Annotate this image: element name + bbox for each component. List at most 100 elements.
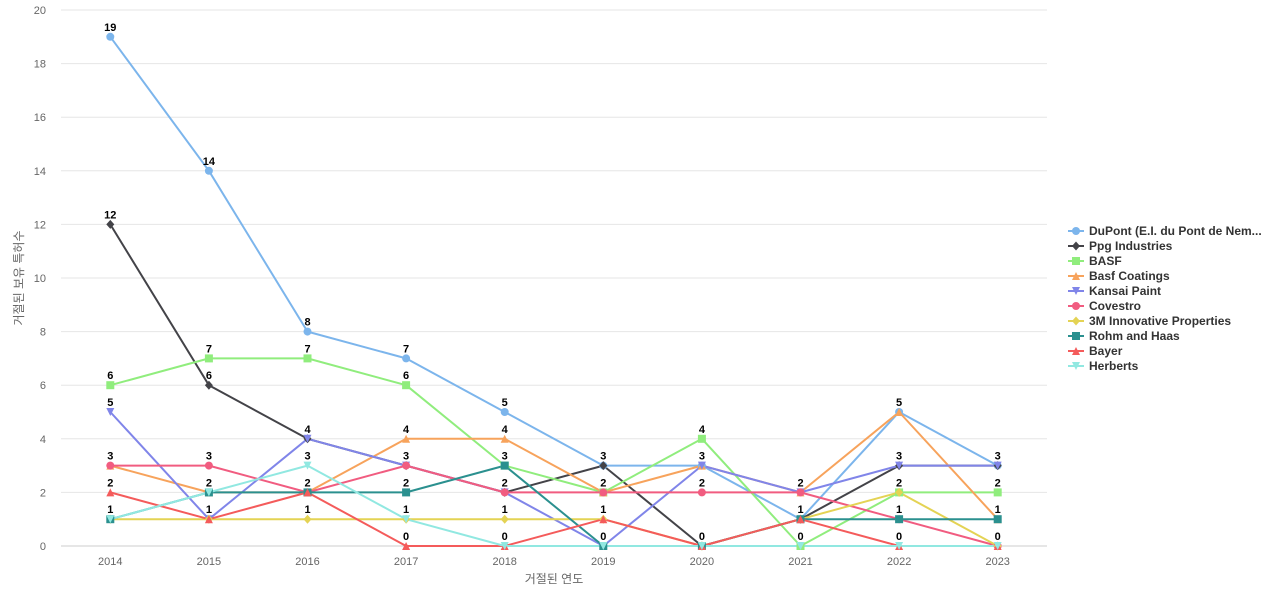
x-tick-label: 2023 xyxy=(985,556,1009,568)
legend-marker xyxy=(1072,332,1080,340)
data-point xyxy=(204,380,213,390)
data-point xyxy=(500,514,509,524)
data-point xyxy=(993,542,1002,550)
data-point xyxy=(500,408,509,416)
data-label: 3 xyxy=(995,451,1001,463)
data-label: 6 xyxy=(107,370,113,382)
data-label: 0 xyxy=(699,531,705,543)
legend-item[interactable]: Kansai Paint xyxy=(1068,284,1161,298)
legend-item[interactable]: Bayer xyxy=(1068,344,1123,358)
data-label: 0 xyxy=(896,531,902,543)
data-label: 1 xyxy=(797,504,803,516)
legend-label: Basf Coatings xyxy=(1089,269,1170,283)
data-point xyxy=(204,488,213,497)
data-label: 3 xyxy=(896,451,902,463)
data-point xyxy=(106,32,115,41)
data-point xyxy=(599,515,608,524)
data-label: 2 xyxy=(107,477,113,489)
data-label: 8 xyxy=(304,317,310,329)
data-point xyxy=(895,461,904,470)
data-point xyxy=(402,461,411,470)
data-label: 3 xyxy=(206,451,212,463)
data-point xyxy=(697,461,706,470)
legend[interactable]: DuPont (E.I. du Pont de Nem...Ppg Indust… xyxy=(1068,224,1262,373)
data-point xyxy=(402,381,411,390)
data-point xyxy=(402,515,411,524)
data-label: 4 xyxy=(403,424,410,436)
data-point xyxy=(402,488,411,497)
data-label: 1 xyxy=(502,504,508,516)
data-label: 2 xyxy=(699,477,705,489)
legend-item[interactable]: Ppg Industries xyxy=(1068,239,1173,253)
x-axis-ticks: 2014 2015 2016 2017 2018 2019 2020 2021 2022 2023 xyxy=(98,556,1010,568)
data-label: 4 xyxy=(699,424,706,436)
legend-label: Covestro xyxy=(1089,299,1141,313)
data-labels: 1912653211476321874321764321054321032104… xyxy=(104,22,1001,543)
data-label: 3 xyxy=(600,451,606,463)
data-point xyxy=(106,219,115,229)
legend-item[interactable]: BASF xyxy=(1068,254,1122,268)
legend-marker xyxy=(1072,227,1080,235)
data-label: 7 xyxy=(304,343,310,355)
legend-marker xyxy=(1072,347,1080,355)
legend-marker xyxy=(1072,362,1080,370)
data-point xyxy=(599,488,608,497)
x-tick-label: 2015 xyxy=(197,556,221,568)
data-label: 2 xyxy=(304,477,310,489)
data-point xyxy=(303,327,312,336)
legend-label: Bayer xyxy=(1089,344,1123,358)
data-label: 0 xyxy=(600,531,606,543)
data-point xyxy=(402,354,411,363)
series-lines xyxy=(109,35,999,547)
data-label: 2 xyxy=(995,477,1001,489)
data-point xyxy=(993,461,1002,470)
data-label: 3 xyxy=(403,451,409,463)
legend-item[interactable]: Covestro xyxy=(1068,299,1141,313)
data-point xyxy=(106,381,115,390)
data-label: 0 xyxy=(797,531,803,543)
y-tick-label: 0 xyxy=(40,541,46,553)
x-tick-label: 2021 xyxy=(788,556,812,568)
data-point xyxy=(106,461,115,470)
y-tick-label: 12 xyxy=(34,219,46,231)
data-point xyxy=(895,542,904,550)
data-label: 3 xyxy=(107,451,113,463)
legend-item[interactable]: Herberts xyxy=(1068,359,1139,373)
series-markers xyxy=(106,32,1002,551)
data-label: 2 xyxy=(206,477,212,489)
series-line xyxy=(109,35,999,521)
legend-item[interactable]: Basf Coatings xyxy=(1068,269,1170,283)
x-tick-label: 2019 xyxy=(591,556,615,568)
data-point xyxy=(599,461,608,471)
data-label: 7 xyxy=(403,343,409,355)
legend-item[interactable]: DuPont (E.I. du Pont de Nem... xyxy=(1068,224,1262,238)
series-line xyxy=(109,491,999,547)
data-point xyxy=(303,461,312,470)
data-label: 2 xyxy=(896,477,902,489)
data-label: 1 xyxy=(107,504,113,516)
y-tick-label: 16 xyxy=(34,112,46,124)
x-tick-label: 2022 xyxy=(887,556,911,568)
legend-marker xyxy=(1072,287,1080,295)
x-tick-label: 2016 xyxy=(295,556,319,568)
data-point xyxy=(204,354,213,363)
y-tick-label: 6 xyxy=(40,380,46,392)
data-label: 3 xyxy=(699,451,705,463)
y-tick-label: 2 xyxy=(40,487,46,499)
data-point xyxy=(500,488,509,497)
data-point xyxy=(796,488,805,497)
legend-marker xyxy=(1072,241,1080,251)
data-label: 1 xyxy=(206,504,212,516)
data-point xyxy=(993,488,1002,497)
legend-item[interactable]: 3M Innovative Properties xyxy=(1068,314,1231,328)
data-label: 19 xyxy=(104,22,116,34)
legend-marker xyxy=(1072,272,1080,280)
data-label: 3 xyxy=(502,451,508,463)
legend-label: Kansai Paint xyxy=(1089,284,1161,298)
series-line xyxy=(109,464,999,547)
legend-item[interactable]: Rohm and Haas xyxy=(1068,329,1180,343)
data-point xyxy=(204,515,213,524)
data-point xyxy=(303,514,312,524)
data-point xyxy=(697,542,706,550)
